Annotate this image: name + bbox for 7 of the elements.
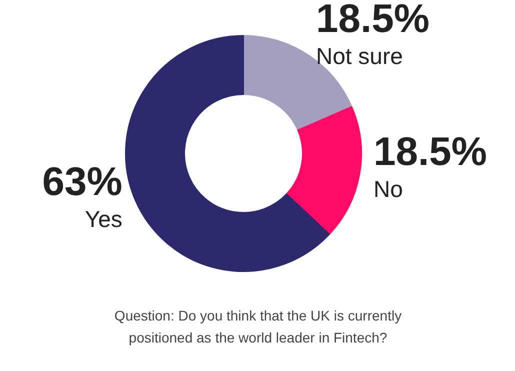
data-label: 18.5% xyxy=(316,0,430,42)
slice-label: Not sure xyxy=(316,43,403,70)
slice-label: Yes xyxy=(84,206,122,232)
data-label: 63% xyxy=(42,160,122,204)
text: Question: Do you think that the UK is currently positioned as the world leader in Fintech? xyxy=(114,307,402,346)
slice-label: No xyxy=(374,176,403,202)
data-label: 18.5% xyxy=(374,130,487,174)
